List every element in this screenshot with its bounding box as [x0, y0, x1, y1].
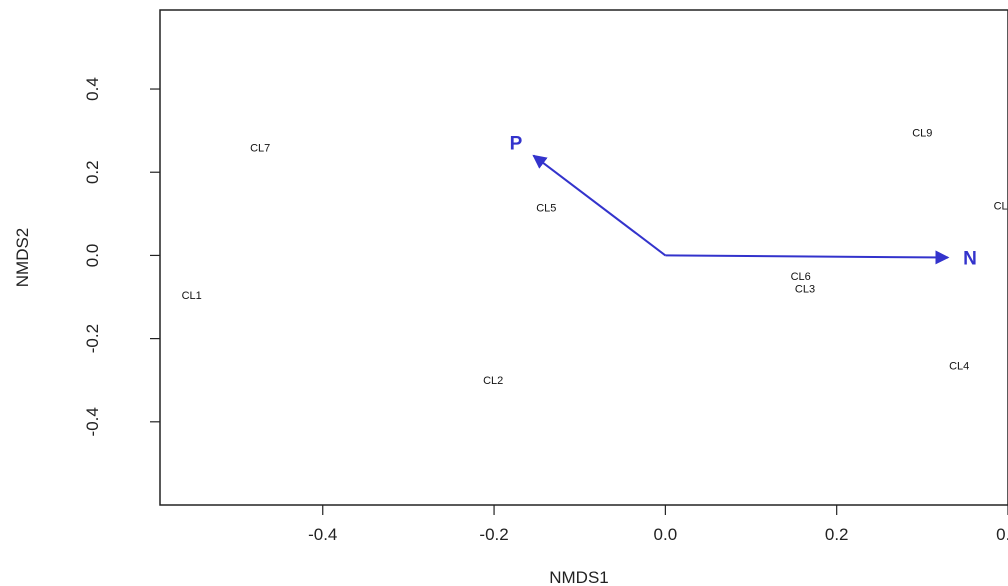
- site-label-cl8: CL8: [994, 201, 1008, 213]
- y-tick-label: 0.0: [83, 244, 102, 268]
- site-label-cl2: CL2: [483, 375, 503, 387]
- y-tick-label: -0.2: [83, 324, 102, 353]
- y-tick-label: -0.4: [83, 407, 102, 436]
- site-label-cl3: CL3: [795, 284, 815, 296]
- site-label-cl9: CL9: [912, 128, 932, 140]
- vector-p-arrow: [532, 154, 666, 257]
- vector-n-label: N: [963, 249, 977, 270]
- site-label-cl5: CL5: [536, 203, 556, 215]
- y-tick-label: 0.2: [83, 160, 102, 184]
- y-tick-label: 0.4: [83, 77, 102, 101]
- x-tick-label: -0.2: [479, 525, 508, 544]
- x-tick-label: -0.4: [308, 525, 337, 544]
- vector-n-arrow: [665, 250, 950, 265]
- site-label-cl7: CL7: [250, 142, 270, 154]
- plot-frame: [159, 9, 1008, 506]
- x-tick-label: 0.4: [996, 525, 1008, 544]
- x-axis-title: NMDS1: [549, 568, 609, 586]
- y-axis-title: NMDS2: [13, 228, 32, 288]
- site-label-cl1: CL1: [182, 290, 202, 302]
- site-label-cl6: CL6: [791, 271, 811, 283]
- x-tick-label: 0.2: [825, 525, 849, 544]
- axes: -0.4 -0.2 0.0 0.2 0.4 -0.4 -0.2 0.0 0.2 0.4: [83, 9, 1008, 544]
- site-label-cl4: CL4: [949, 361, 969, 373]
- environmental-vectors: PN: [510, 133, 977, 269]
- vector-p-label: P: [510, 133, 523, 154]
- x-tick-label: 0.0: [654, 525, 678, 544]
